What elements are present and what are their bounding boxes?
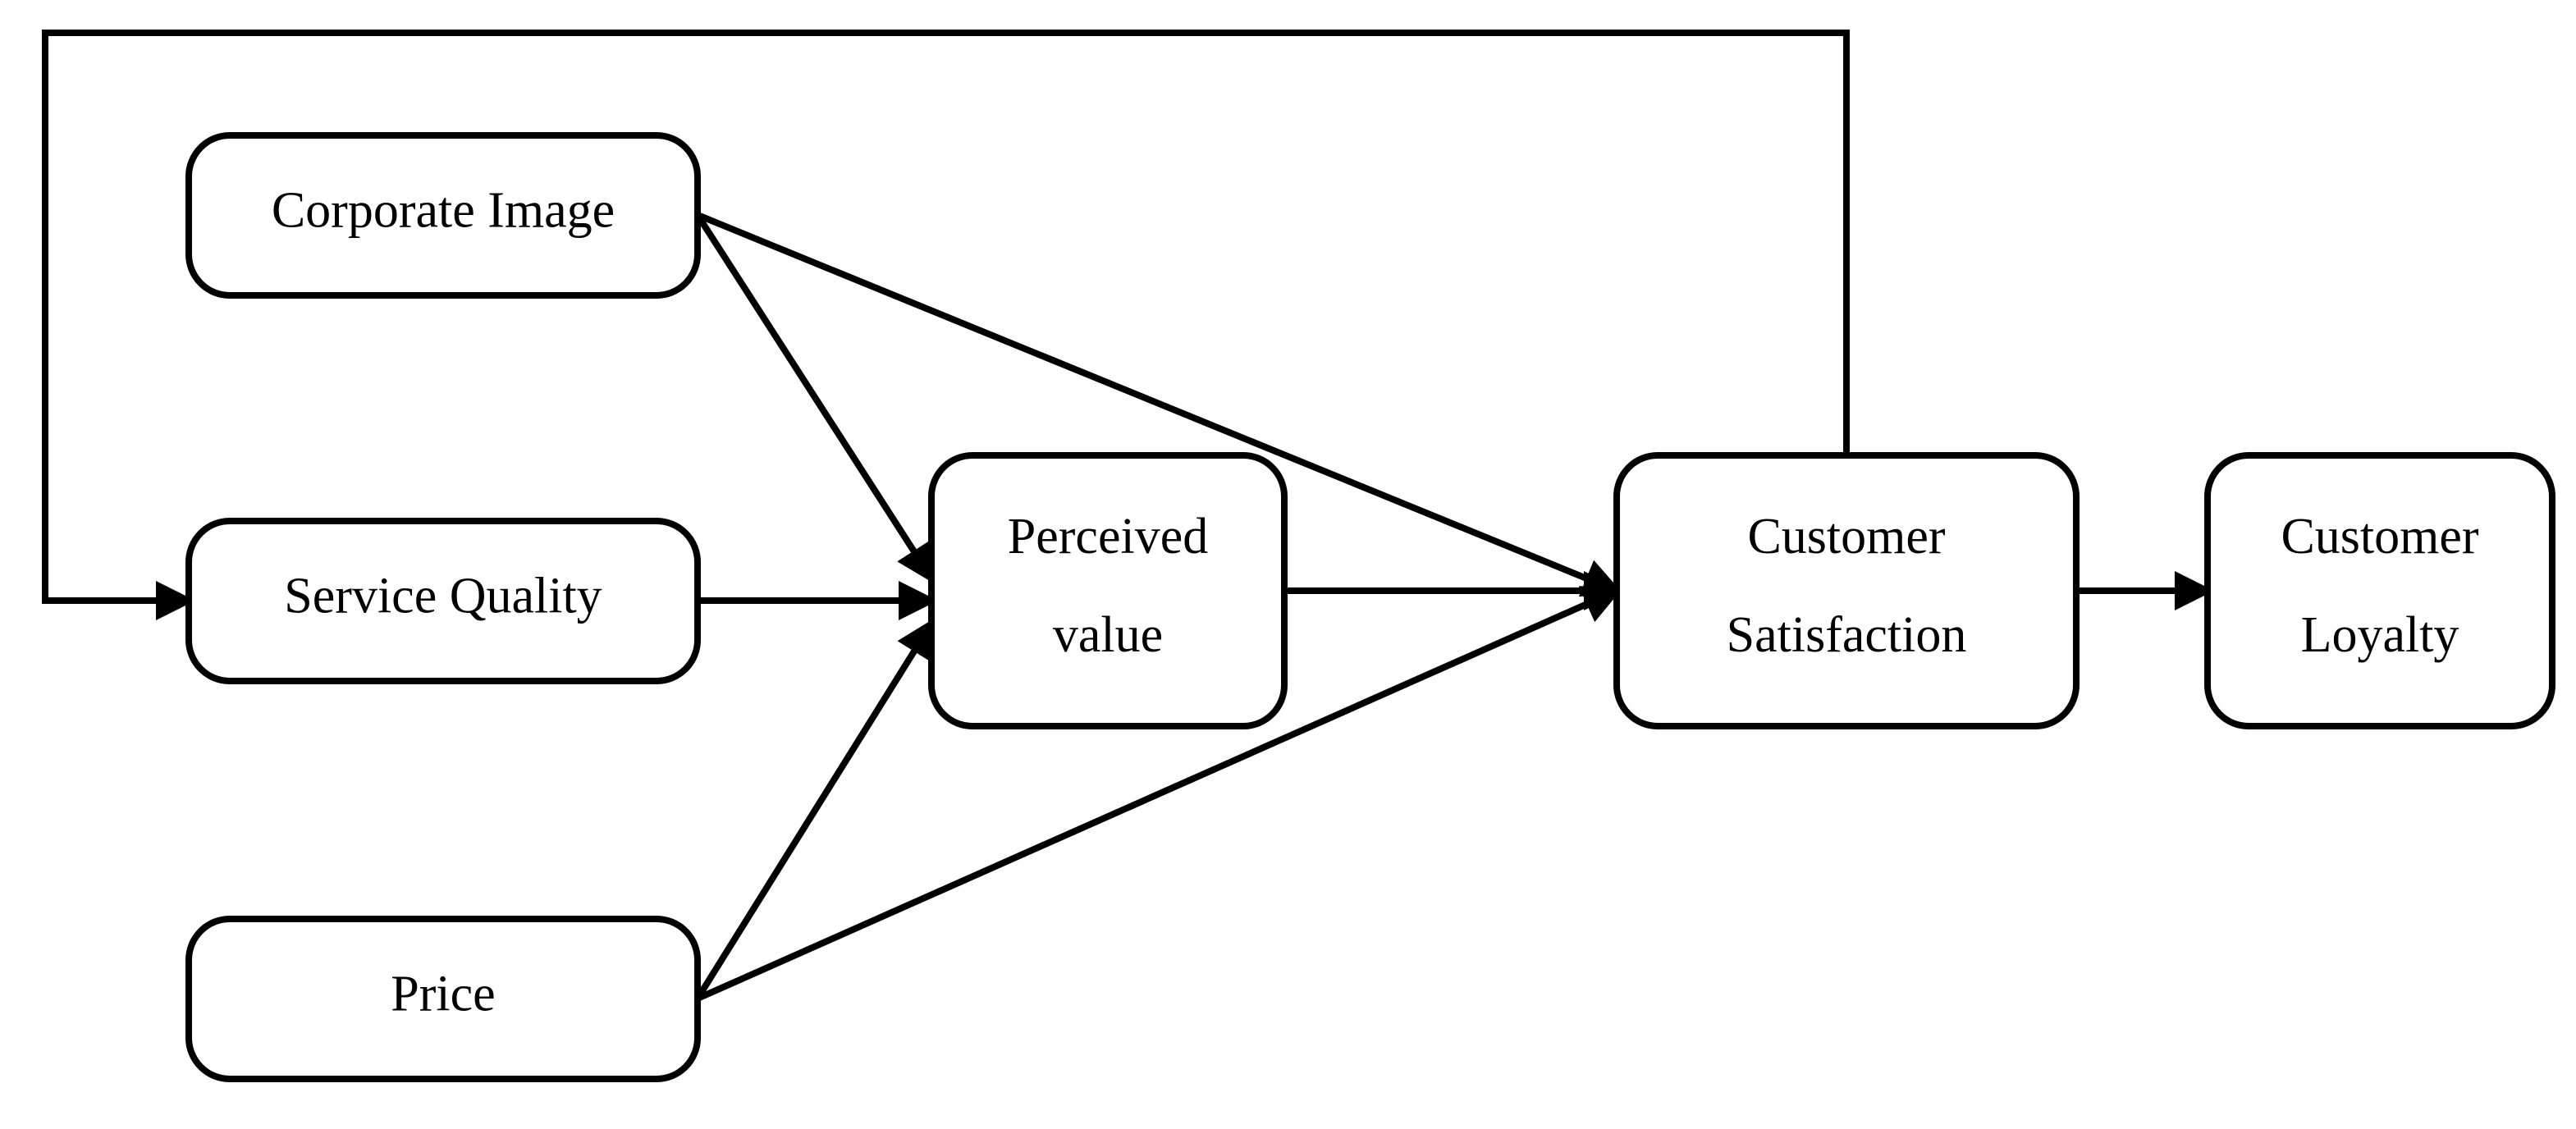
node-label: Price <box>391 967 495 1022</box>
node-label: Customer <box>2281 509 2478 564</box>
node-label: Perceived <box>1008 509 1208 564</box>
node-customer_loyalty: Customer Loyalty <box>2208 455 2552 726</box>
node-label: Service Quality <box>284 569 602 624</box>
node-label: Customer <box>1747 509 1945 564</box>
node-label: Corporate Image <box>272 183 615 239</box>
node-customer_satisfaction: Customer Satisfaction <box>1617 455 2076 726</box>
edge-pr_to_pv <box>698 624 931 999</box>
node-service_quality: Service Quality <box>189 521 698 681</box>
edge-ci_to_pv <box>698 215 931 578</box>
nodes-layer: Corporate Image Service Quality Price Perce… <box>189 135 2552 1079</box>
flowchart-diagram: Corporate Image Service Quality Price Perce… <box>0 0 2576 1129</box>
node-corporate_image: Corporate Image <box>189 135 698 295</box>
node-label: value <box>1053 607 1163 663</box>
node-label: Satisfaction <box>1727 607 1967 663</box>
node-label: Loyalty <box>2301 607 2459 663</box>
node-perceived_value: Perceived value <box>931 455 1284 726</box>
node-price: Price <box>189 919 698 1079</box>
